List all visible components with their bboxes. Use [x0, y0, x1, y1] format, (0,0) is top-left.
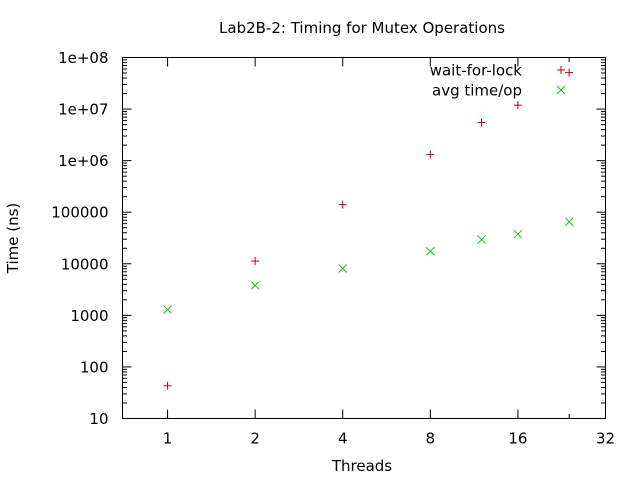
data-point	[163, 305, 172, 314]
legend-marker	[557, 66, 565, 74]
data-point	[564, 217, 574, 227]
y-tick-label: 1e+08	[58, 49, 108, 67]
data-point	[338, 200, 347, 209]
x-axis-title: Threads	[331, 457, 392, 475]
legend: wait-for-lock avg time/op	[430, 62, 566, 100]
x-tick-label: 4	[338, 430, 348, 448]
plot-frame	[122, 57, 606, 419]
data-point	[565, 68, 574, 77]
data-point	[426, 150, 435, 159]
y-tick-label: 1e+06	[58, 152, 108, 170]
legend-label: wait-for-lock	[430, 62, 523, 80]
y-tick-label: 10000	[61, 255, 109, 273]
y-axis-title: Time (ns)	[4, 203, 22, 275]
y-tick-label: 100	[80, 358, 109, 376]
y-tick-label: 10	[89, 410, 108, 428]
legend-label: avg time/op	[432, 82, 522, 100]
series-wait-for-lock	[163, 68, 574, 390]
data-point	[477, 118, 486, 127]
data-point	[513, 101, 522, 110]
series-layer	[163, 68, 574, 390]
y-tick-label: 1e+07	[58, 101, 108, 119]
data-point	[338, 264, 348, 273]
x-tick-label: 16	[508, 430, 527, 448]
y-tick-label: 1000	[70, 307, 108, 325]
data-point	[477, 235, 486, 244]
x-tick-label: 1	[163, 430, 173, 448]
data-point	[513, 229, 523, 239]
data-point	[163, 381, 172, 390]
x-tick-label: 2	[250, 430, 260, 448]
data-point	[250, 281, 260, 290]
legend-marker	[556, 85, 566, 95]
y-tick-label: 100000	[51, 204, 108, 222]
data-point	[425, 246, 435, 256]
data-point	[251, 257, 260, 266]
x-tick-label: 32	[596, 430, 615, 448]
ticks-layer: 10 100 1000 10000 100000 1e+06 1e+07 1e+08 1 2 4 8 1…	[51, 49, 615, 448]
x-tick-label: 8	[426, 430, 436, 448]
chart-title: Lab2B-2: Timing for Mutex Operations	[219, 19, 505, 37]
series-avg-time-op	[163, 217, 574, 314]
